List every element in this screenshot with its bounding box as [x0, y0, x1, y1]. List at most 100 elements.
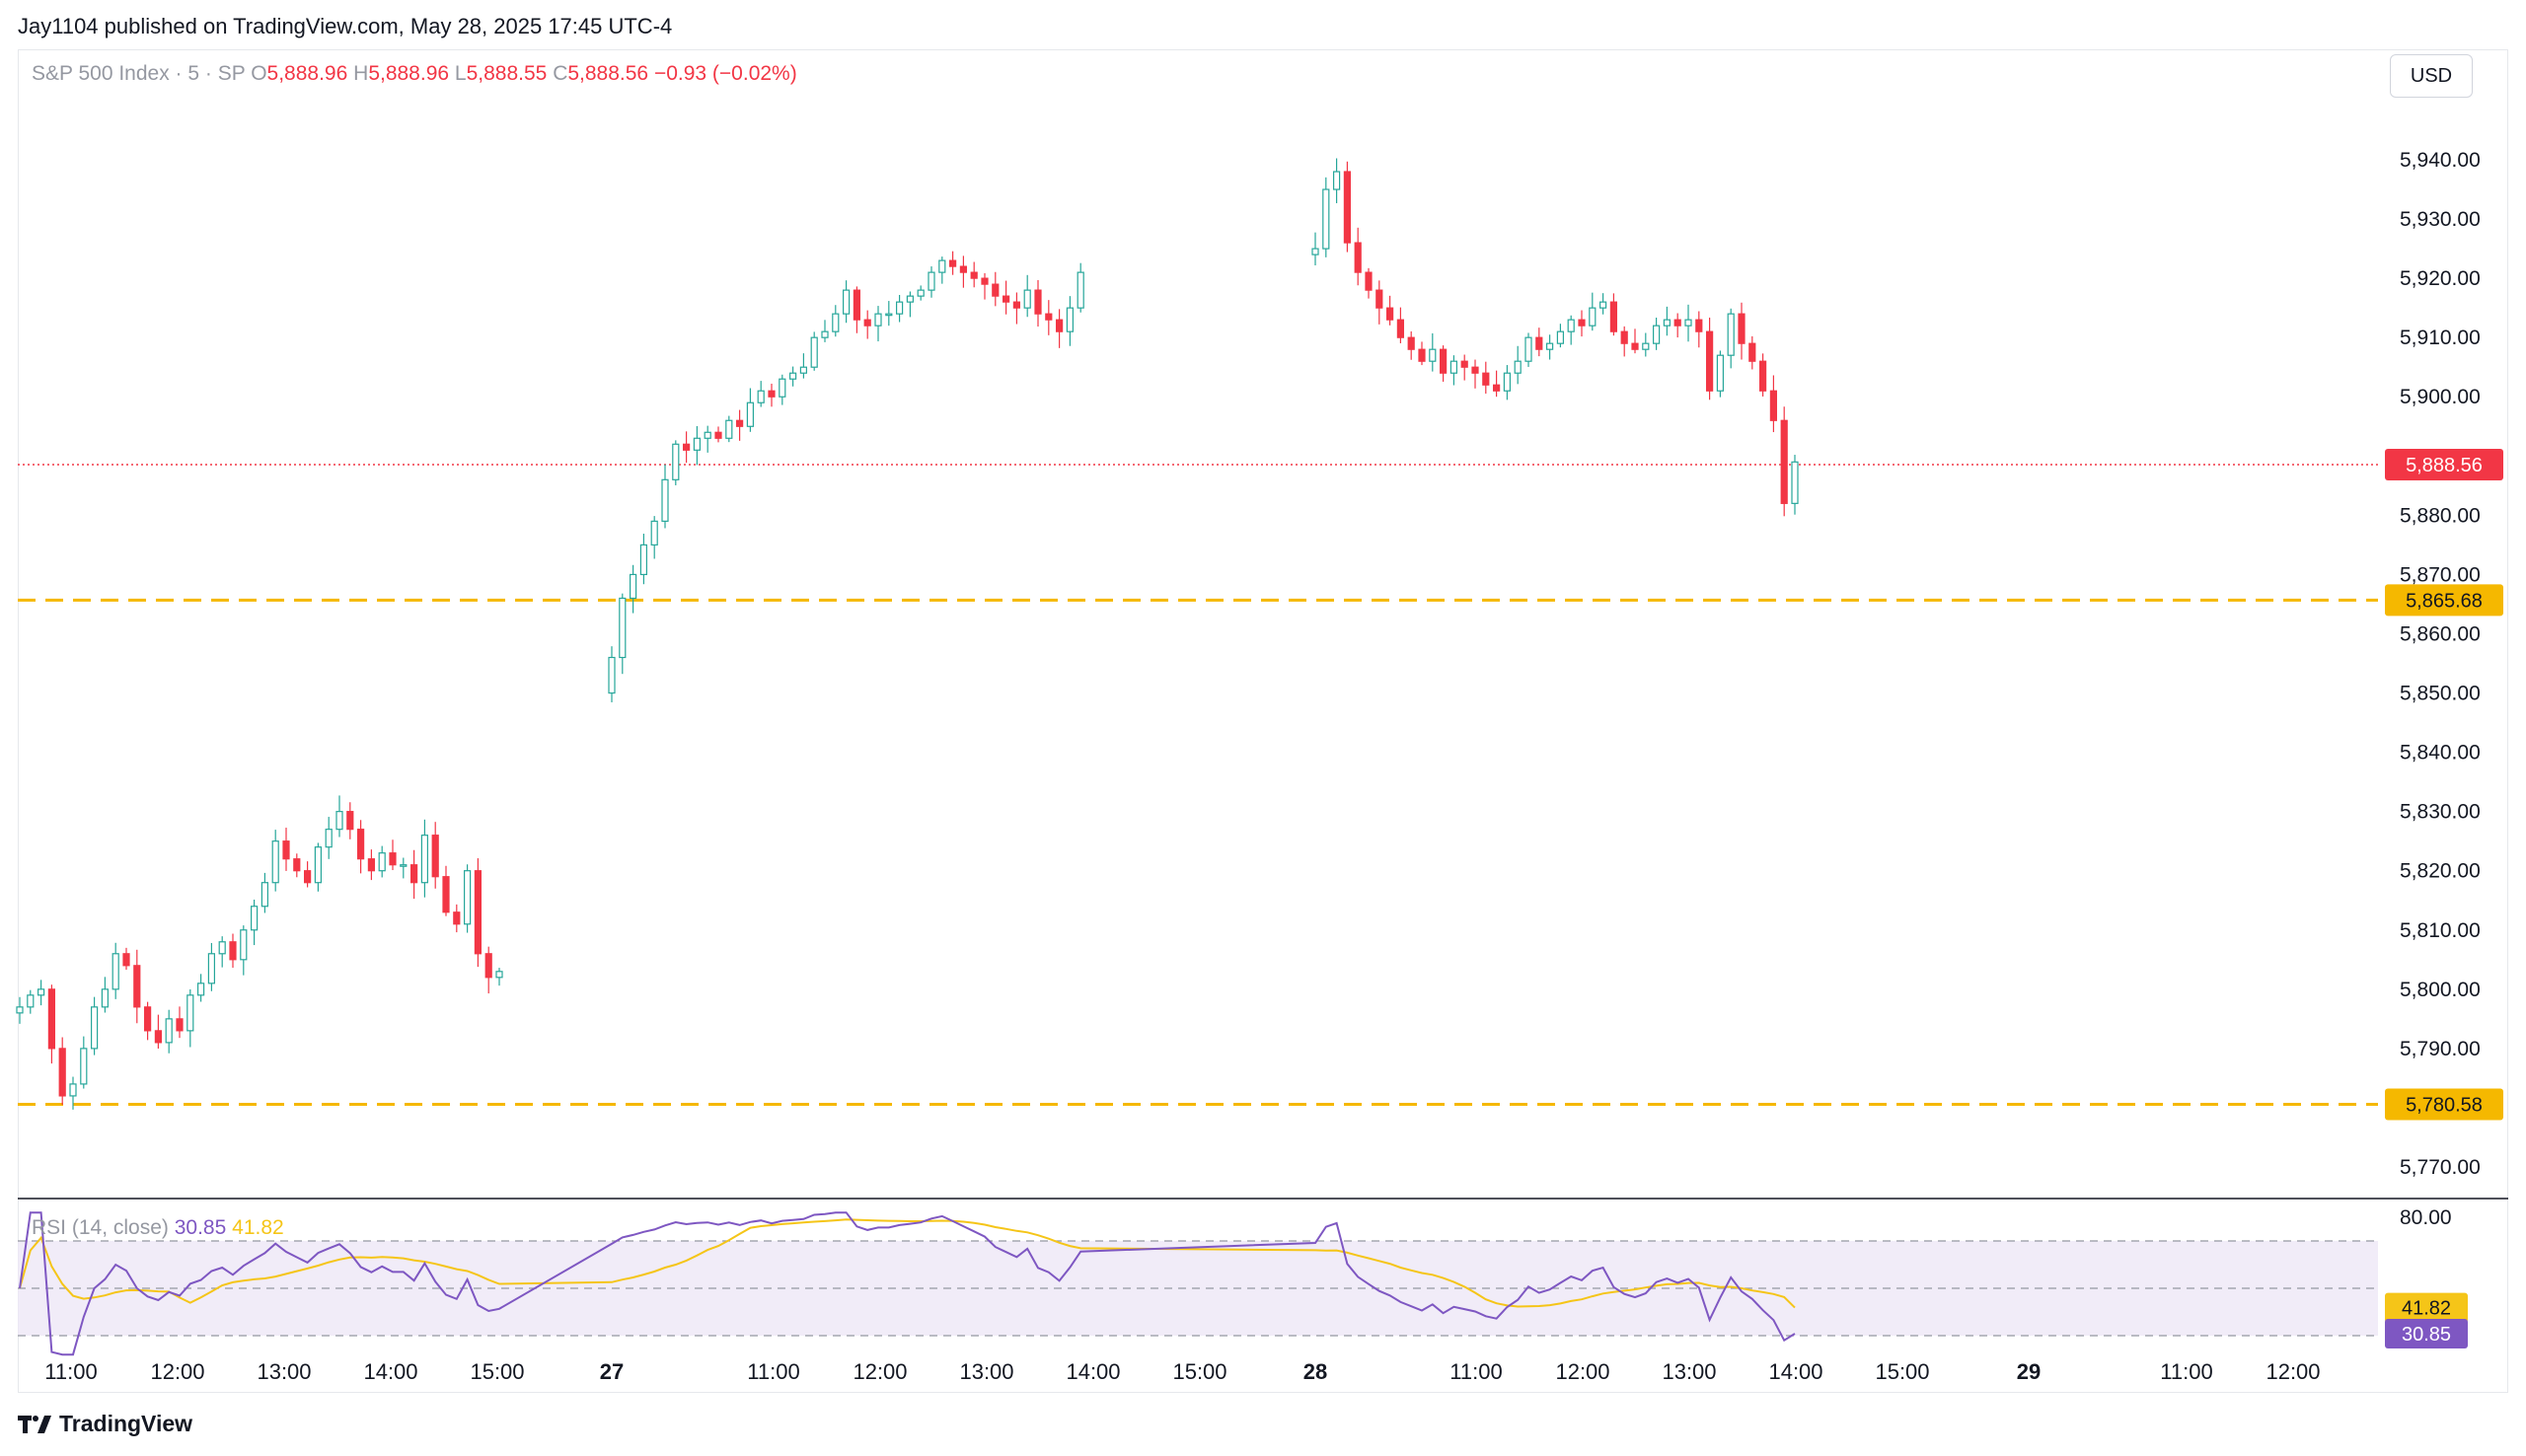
candle — [144, 1001, 152, 1041]
candle-body — [863, 319, 871, 327]
candle-body — [1482, 372, 1490, 386]
candle — [672, 440, 680, 485]
candle — [1471, 359, 1479, 389]
candle — [293, 853, 301, 878]
candle-body — [229, 941, 237, 961]
candle — [47, 984, 56, 1064]
candle-body — [1332, 171, 1341, 190]
time-tick-label: 14:00 — [1768, 1359, 1822, 1384]
candle-body — [788, 372, 797, 380]
candle — [735, 409, 744, 441]
candle — [863, 310, 871, 339]
price-tick-label: 5,940.00 — [2400, 149, 2481, 172]
candle-body — [271, 840, 279, 884]
candle-body — [186, 994, 194, 1032]
candle — [400, 857, 408, 879]
candle — [304, 861, 312, 888]
candle-body — [874, 313, 882, 327]
candle — [1354, 227, 1362, 286]
time-tick-label: 15:00 — [470, 1359, 524, 1384]
candle — [746, 388, 755, 432]
candle-body — [1578, 319, 1586, 327]
candle-body — [197, 983, 205, 996]
candle-body — [154, 1030, 162, 1044]
candle-body — [16, 1006, 24, 1014]
candle-body — [1407, 336, 1415, 350]
candle — [639, 534, 648, 585]
candle-body — [906, 295, 915, 303]
candle — [1652, 318, 1661, 350]
candle — [1705, 317, 1714, 400]
candle-body — [111, 953, 119, 990]
close-value: 5,888.56 — [567, 62, 649, 85]
candle — [959, 255, 968, 288]
tradingview-logo-icon — [18, 1415, 51, 1433]
candle — [282, 828, 290, 871]
chart-frame — [18, 49, 2508, 1393]
candle-body — [1375, 289, 1383, 309]
candle-body — [629, 573, 637, 600]
candle — [1663, 306, 1672, 336]
candle-body — [1598, 301, 1607, 309]
candle-body — [304, 870, 312, 884]
candle — [619, 593, 627, 675]
time-tick-label: 11:00 — [44, 1359, 97, 1384]
candle-body — [1642, 342, 1650, 350]
rsi-line — [19, 1211, 1796, 1356]
candle — [1578, 310, 1586, 337]
candle-body — [1567, 319, 1575, 332]
candle — [842, 280, 851, 324]
candle — [154, 1014, 162, 1049]
candle-body — [389, 852, 397, 866]
candle — [1002, 280, 1010, 315]
candle — [1598, 293, 1607, 315]
candle — [260, 872, 268, 913]
candle-body — [1695, 319, 1703, 332]
rsi-ma-line — [19, 1218, 1796, 1309]
candle-body — [1396, 319, 1405, 338]
candle-body — [1758, 360, 1767, 392]
candle-body — [639, 544, 648, 576]
candle-body — [885, 313, 893, 317]
candle-body — [1322, 188, 1330, 250]
change-value: −0.93 (−0.02%) — [653, 62, 797, 85]
candle-body — [1066, 307, 1075, 332]
candle — [218, 936, 226, 968]
candle-body — [768, 390, 776, 398]
candle — [346, 802, 354, 839]
candle — [1503, 365, 1512, 400]
candle-body — [69, 1083, 77, 1097]
time-tick-label: 15:00 — [1172, 1359, 1226, 1384]
candle — [271, 830, 279, 892]
price-tick-label: 5,830.00 — [2400, 801, 2481, 824]
candle — [367, 849, 375, 881]
candle — [1780, 406, 1788, 517]
rsi-name: RSI (14, close) — [32, 1216, 169, 1239]
candle-body — [1684, 319, 1692, 327]
candle — [928, 266, 935, 298]
high-value: 5,888.96 — [368, 62, 450, 85]
candle-body — [1609, 301, 1618, 332]
time-tick-label: 28 — [1303, 1359, 1327, 1384]
time-tick-label: 13:00 — [959, 1359, 1013, 1384]
candle-body — [1663, 319, 1672, 327]
candle — [1758, 353, 1767, 397]
candle-body — [1492, 384, 1501, 392]
time-tick-label: 29 — [2017, 1359, 2041, 1384]
candle-body — [1727, 313, 1735, 356]
candle-body — [144, 1006, 152, 1032]
candle-body — [335, 811, 343, 831]
tradingview-brand[interactable]: TradingView — [18, 1411, 192, 1437]
currency-button[interactable]: USD — [2390, 54, 2473, 98]
candle — [240, 925, 248, 976]
candle-body — [1514, 360, 1522, 374]
candle — [1418, 341, 1426, 366]
candle-body — [122, 953, 130, 967]
candle-body — [959, 265, 968, 273]
candle-body — [453, 911, 461, 925]
time-tick-label: 13:00 — [257, 1359, 311, 1384]
candle — [1684, 304, 1692, 342]
candle — [832, 305, 840, 337]
candle-body — [779, 378, 786, 398]
